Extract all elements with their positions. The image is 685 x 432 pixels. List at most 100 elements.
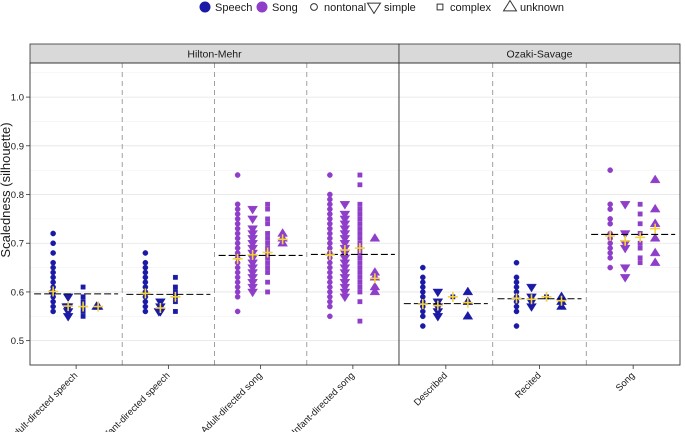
data-point-nontonal (420, 294, 426, 300)
data-point-nontonal (607, 264, 613, 271)
y-tick-label: 0.9 (11, 141, 24, 152)
data-point-nontonal (234, 235, 241, 242)
data-point-simple (155, 298, 166, 307)
data-point-nontonal (327, 220, 333, 227)
x-tick-label: Adult-directed song (199, 370, 265, 432)
mean-marker-simple (620, 235, 631, 246)
data-point-complex (357, 226, 363, 232)
mean-marker-nontonal (140, 288, 151, 299)
plot-panels: Hilton-Mehr Ozaki-Savage (29, 43, 681, 366)
y-axis-label: Scaledness (silhouette) (0, 122, 13, 257)
data-point-complex (637, 255, 643, 261)
data-point-nontonal (327, 269, 333, 276)
data-point-complex (265, 235, 271, 241)
data-point-complex (265, 221, 271, 227)
data-point-nontonal (327, 264, 333, 271)
data-point-unknown (369, 233, 381, 242)
data-point-complex (357, 235, 363, 241)
data-point-nontonal (420, 264, 426, 271)
data-point-nontonal (50, 308, 56, 315)
data-point-simple (619, 264, 631, 273)
data-point-nontonal (50, 250, 56, 256)
data-point-nontonal (513, 259, 520, 266)
data-point-nontonal (420, 313, 426, 320)
data-point-complex (172, 274, 178, 280)
data-point-nontonal (607, 216, 613, 222)
data-point-simple (339, 279, 351, 288)
data-point-complex (357, 216, 363, 222)
legend-shape-simple (366, 2, 382, 15)
data-point-nontonal (234, 201, 241, 208)
data-point-simple (432, 288, 444, 298)
data-point-nontonal (327, 279, 333, 285)
data-point-complex (637, 221, 643, 227)
data-point-nontonal (142, 274, 149, 281)
data-point-complex (357, 289, 363, 295)
mean-marker-unknown (650, 223, 661, 234)
panel-background (30, 44, 399, 365)
category-infant-directed-speech (126, 250, 211, 317)
data-point-complex (637, 201, 643, 207)
mean-marker-unknown (369, 273, 380, 284)
data-point-complex (357, 299, 363, 305)
mean-marker-unknown (462, 297, 473, 308)
data-point-simple (339, 274, 351, 283)
data-point-simple (339, 240, 351, 249)
data-point-nontonal (327, 196, 333, 203)
data-point-simple (619, 201, 631, 210)
data-point-simple (247, 225, 258, 234)
mean-marker-complex (447, 291, 458, 302)
data-point-complex (265, 201, 271, 207)
data-point-simple (339, 264, 351, 273)
data-point-complex (265, 260, 271, 266)
data-point-nontonal (142, 259, 149, 266)
data-point-nontonal (50, 230, 56, 237)
legend-label: Song (272, 2, 298, 14)
category-song (591, 167, 676, 283)
data-point-unknown (91, 301, 102, 310)
data-point-nontonal (607, 245, 613, 251)
data-point-nontonal (234, 294, 241, 300)
data-point-simple (247, 264, 258, 273)
data-point-simple (339, 235, 351, 244)
data-point-complex (265, 240, 271, 246)
mean-marker-nontonal (48, 286, 59, 297)
data-point-simple (339, 288, 351, 298)
data-point-nontonal (50, 274, 56, 281)
data-point-complex (80, 313, 86, 319)
data-point-nontonal (234, 308, 241, 315)
mean-marker-simple (247, 249, 258, 260)
data-point-nontonal (50, 298, 56, 305)
mean-marker-nontonal (417, 299, 428, 310)
data-point-nontonal (142, 269, 149, 276)
data-point-simple (247, 244, 258, 254)
data-point-complex (357, 265, 363, 270)
data-point-complex (357, 182, 363, 188)
data-point-nontonal (607, 220, 613, 227)
legend-swatch (199, 1, 211, 13)
data-point-simple (339, 201, 351, 210)
data-point-nontonal (234, 245, 241, 251)
data-point-nontonal (234, 269, 241, 276)
data-point-nontonal (142, 264, 149, 271)
legend-item-speech: Speech (199, 1, 252, 14)
data-point-complex (265, 270, 271, 275)
data-point-nontonal (513, 323, 520, 329)
legend-shape-unknown (502, 0, 518, 12)
data-point-simple (339, 293, 351, 303)
data-point-complex (357, 255, 363, 261)
data-point-nontonal (50, 259, 56, 266)
data-point-nontonal (327, 240, 333, 247)
data-point-complex (637, 260, 643, 266)
data-point-nontonal (327, 230, 333, 237)
data-point-nontonal (420, 289, 426, 295)
mean-marker-simple (432, 300, 443, 311)
data-point-nontonal (420, 279, 426, 285)
data-point-nontonal (50, 303, 56, 310)
data-point-unknown (649, 174, 661, 184)
data-point-simple (619, 274, 631, 283)
data-point-complex (265, 265, 271, 270)
data-point-simple (62, 313, 74, 322)
data-point-simple (339, 225, 351, 234)
data-point-nontonal (327, 206, 333, 212)
